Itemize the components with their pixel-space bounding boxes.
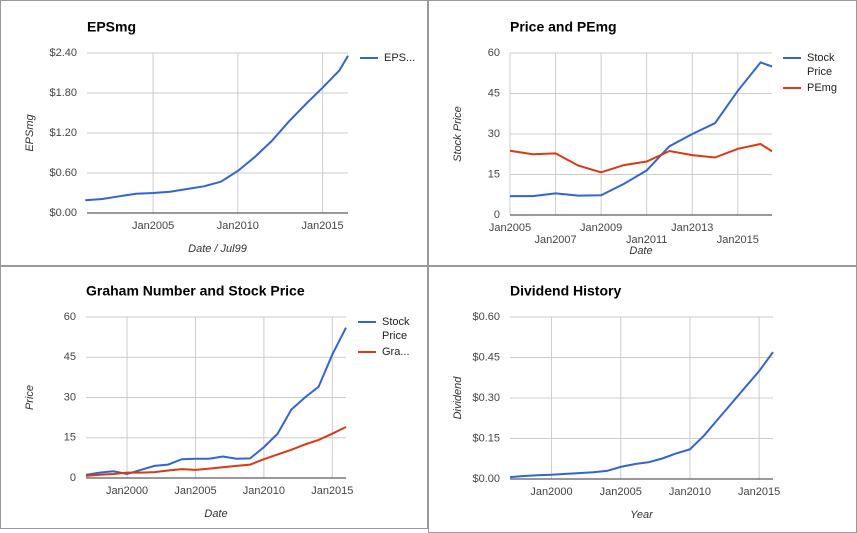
x-tick-label: Jan2000 [530, 486, 572, 498]
line-series [85, 327, 347, 476]
legend-label: Gra... [382, 346, 410, 358]
y-tick-label: 45 [488, 87, 500, 99]
legend-entry: Stock Price [807, 52, 835, 78]
legend-label: PEmg [807, 82, 837, 94]
y-tick-label: 15 [64, 432, 76, 444]
x-tick-label: Jan2010 [243, 485, 285, 497]
y-tick-label: $1.80 [49, 87, 77, 99]
legend-label: EPS... [384, 52, 416, 64]
y-tick-label: 45 [64, 351, 76, 363]
x-axis-title: Date / Jul99 [188, 243, 247, 255]
x-tick-label: Jan2005 [174, 485, 216, 497]
x-tick-label: Jan2010 [217, 220, 259, 232]
y-axis-title: EPSmg [24, 113, 36, 151]
legend-label: Stock Price [807, 52, 835, 78]
line-series [85, 55, 349, 202]
y-tick-label: $0.30 [472, 392, 500, 404]
y-tick-label: 15 [488, 168, 500, 180]
y-axis-title: Stock Price [452, 106, 464, 162]
y-tick-label: $1.20 [49, 127, 77, 139]
x-axis-title: Date [629, 245, 652, 257]
legend-entry: EPS... [384, 52, 416, 64]
chart-title: Price and PEmg [510, 19, 617, 35]
x-tick-label: Jan2005 [489, 222, 531, 234]
y-tick-label: 60 [64, 311, 76, 323]
y-tick-label: $2.40 [49, 47, 77, 59]
y-tick-label: 0 [70, 472, 76, 484]
x-tick-label: Jan2015 [311, 485, 353, 497]
x-tick-label: Jan2015 [738, 486, 780, 498]
y-axis-title: Dividend [452, 376, 464, 420]
chart-title: EPSmg [87, 19, 136, 35]
y-tick-label: 30 [488, 128, 500, 140]
line-series [509, 351, 774, 479]
legend-entry: PEmg [807, 82, 837, 94]
legend-entry: Stock Price [382, 316, 410, 342]
y-tick-label: $0.15 [472, 432, 500, 444]
chart-title: Graham Number and Stock Price [86, 283, 305, 299]
x-tick-label: Jan2007 [534, 234, 576, 246]
y-tick-label: $0.60 [472, 311, 500, 323]
x-tick-label: Jan2015 [301, 220, 343, 232]
x-tick-label: Jan2011 [626, 234, 667, 246]
legend-label: Stock Price [382, 316, 410, 342]
x-tick-label: Jan2013 [671, 222, 713, 234]
x-tick-label: Jan2005 [132, 220, 174, 232]
x-tick-label: Jan2015 [717, 234, 759, 246]
y-tick-label: $0.00 [49, 207, 77, 219]
x-tick-label: Jan2005 [600, 486, 642, 498]
y-tick-label: 0 [494, 209, 500, 221]
legend-entry: Gra... [382, 346, 410, 358]
line-series [85, 426, 347, 477]
line-series [510, 61, 773, 198]
y-tick-label: $0.60 [49, 167, 77, 179]
panel [0, 266, 428, 529]
chart-title: Dividend History [510, 283, 621, 299]
y-tick-label: 30 [64, 391, 76, 403]
y-axis-title: Price [24, 385, 36, 410]
line-series [509, 142, 773, 174]
y-tick-label: $0.00 [472, 473, 500, 485]
y-tick-label: $0.45 [472, 351, 500, 363]
x-tick-label: Jan2000 [106, 485, 148, 497]
panel [0, 0, 428, 266]
x-tick-label: Jan2010 [669, 486, 711, 498]
y-tick-label: 60 [488, 47, 500, 59]
x-axis-title: Date [204, 508, 227, 520]
x-axis-title: Year [630, 509, 654, 521]
x-tick-label: Jan2009 [580, 222, 622, 234]
